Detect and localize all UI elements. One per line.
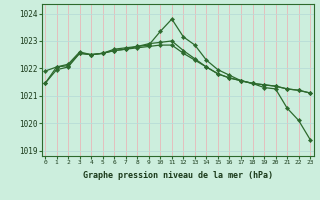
X-axis label: Graphe pression niveau de la mer (hPa): Graphe pression niveau de la mer (hPa) bbox=[83, 171, 273, 180]
